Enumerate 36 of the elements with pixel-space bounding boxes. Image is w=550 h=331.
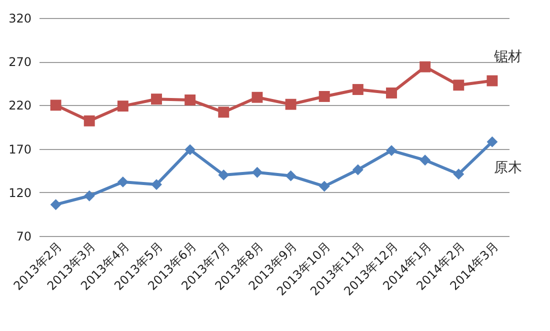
point: [84, 190, 95, 202]
point: [386, 88, 397, 98]
series-label: 锯材: [493, 48, 522, 65]
y-tick-label: 70: [16, 230, 32, 244]
point: [50, 199, 62, 210]
point: [218, 106, 230, 118]
point: [420, 61, 431, 72]
point: [486, 136, 498, 148]
point: [252, 92, 263, 103]
series-label: 原木: [494, 160, 522, 176]
point: [352, 84, 364, 95]
point: [252, 166, 263, 178]
point: [50, 100, 62, 111]
point: [386, 145, 397, 156]
point: [420, 154, 431, 166]
point: [352, 164, 364, 176]
point: [285, 170, 296, 182]
y-tick-label: 120: [8, 186, 32, 200]
point: [184, 94, 196, 106]
point: [151, 94, 162, 105]
point: [117, 176, 128, 188]
point: [453, 168, 464, 180]
point: [285, 98, 296, 110]
point: [117, 100, 128, 112]
y-tick-label: 270: [8, 55, 32, 70]
y-tick-label: 220: [8, 98, 32, 113]
point: [184, 144, 196, 156]
point: [318, 91, 330, 102]
point: [218, 169, 230, 180]
point: [318, 180, 330, 192]
point: [84, 115, 95, 126]
y-tick-label: 170: [8, 142, 32, 156]
y-tick-label: 320: [8, 12, 32, 26]
point: [486, 75, 498, 86]
point: [151, 179, 162, 190]
point: [453, 80, 464, 91]
